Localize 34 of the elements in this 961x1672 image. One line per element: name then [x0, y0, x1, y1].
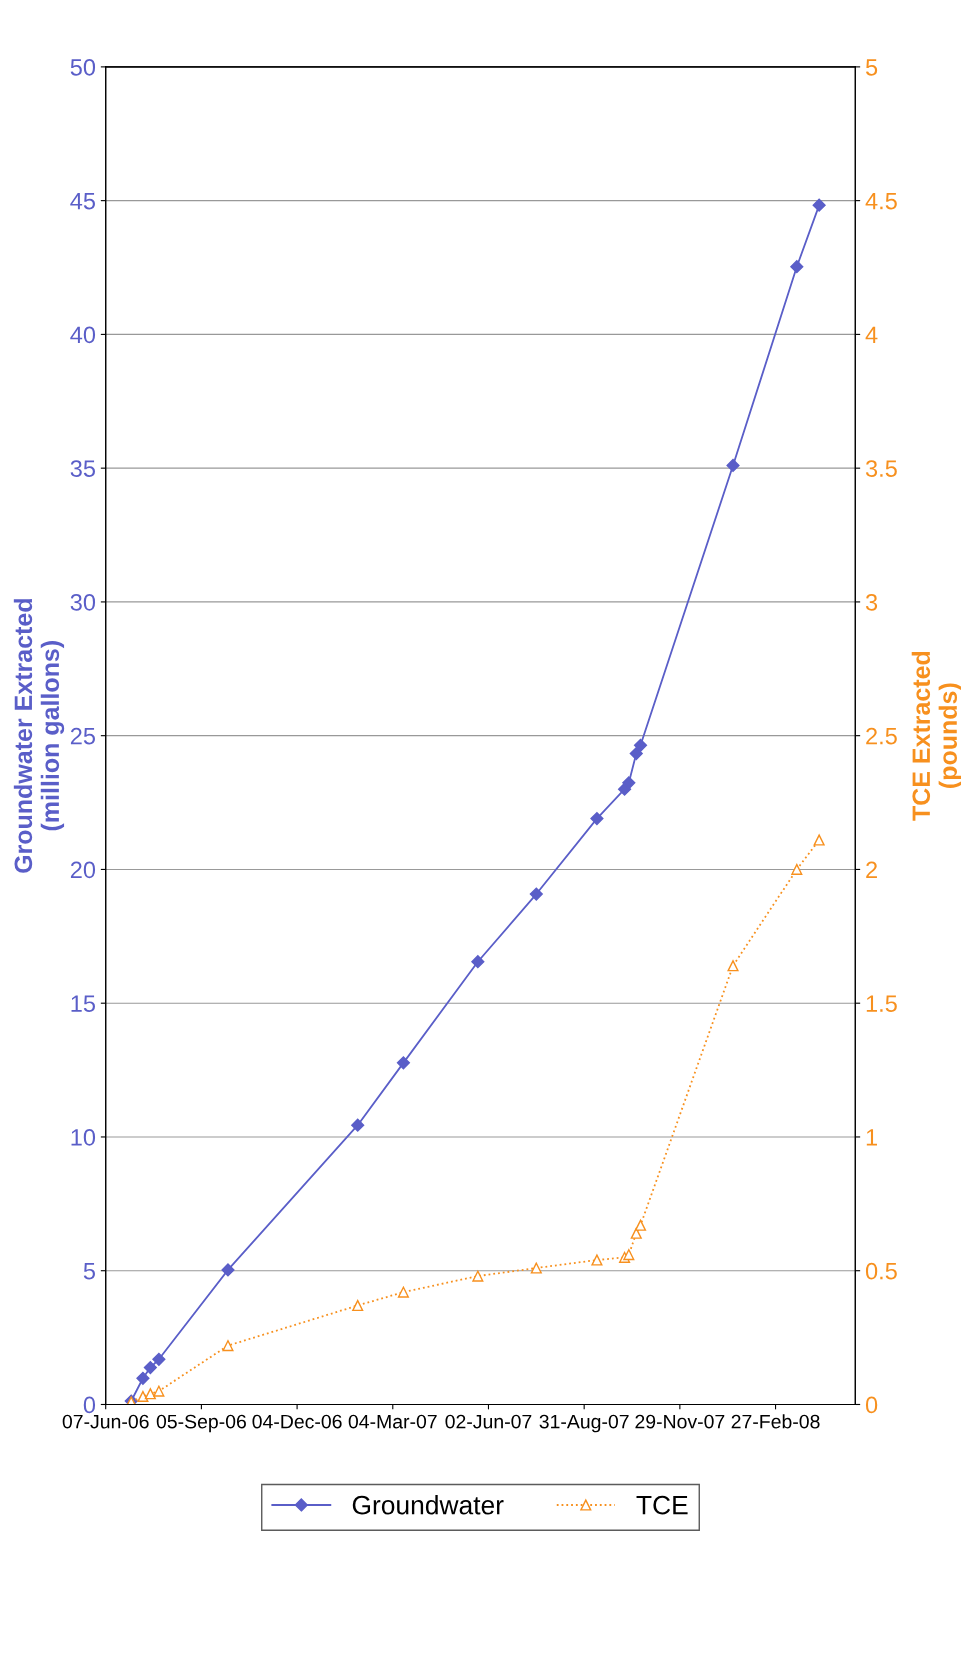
- y-tick-label: 40: [70, 326, 96, 344]
- y2-tick-label: 1.5: [866, 995, 897, 1012]
- y-axis-title: Groundwater Extracted (million gallons): [13, 599, 65, 873]
- x-tick-label: 05-Sep-06: [156, 1414, 246, 1433]
- legend-label: Groundwater: [352, 1495, 504, 1515]
- x-tick-label: 04-Dec-06: [252, 1414, 342, 1429]
- y2-tick-label: 1: [866, 1129, 877, 1146]
- x-tick-label: 27-Feb-08: [731, 1414, 820, 1429]
- y2-tick-label: 4: [865, 326, 878, 343]
- y2-tick-label: 3: [865, 593, 878, 611]
- y2-tick-label: 4.5: [865, 192, 897, 210]
- x-tick-label: 31-Aug-07: [539, 1414, 629, 1433]
- y-tick-label: 5: [83, 1263, 95, 1280]
- y-tick-label: 25: [70, 727, 95, 745]
- x-tick-label: 07-Jun-06: [62, 1414, 149, 1429]
- y-tick-label: 30: [70, 593, 96, 611]
- y-tick-label: 45: [70, 192, 95, 210]
- y2-tick-label: 0.5: [865, 1262, 897, 1280]
- x-tick-label: 04-Mar-07: [348, 1414, 437, 1429]
- y-tick-label: 20: [70, 861, 96, 879]
- x-tick-label: 29-Nov-07: [635, 1414, 725, 1429]
- legend-label: TCE: [636, 1495, 688, 1515]
- y-tick-label: 0: [83, 1396, 96, 1414]
- y-tick-label: 15: [71, 995, 95, 1012]
- y2-tick-label: 2: [866, 861, 877, 878]
- y-tick-label: 50: [70, 58, 96, 76]
- y2-tick-label: 5: [865, 59, 878, 76]
- y2-tick-label: 0: [865, 1396, 878, 1414]
- y2-tick-label: 3.5: [865, 460, 897, 477]
- x-tick-label: 02-Jun-07: [445, 1414, 532, 1429]
- y2-tick-label: 2.5: [866, 727, 897, 745]
- y-tick-label: 10: [71, 1129, 96, 1146]
- y2-axis-title: TCE Extracted (pounds): [911, 651, 961, 821]
- y-tick-label: 35: [70, 460, 95, 477]
